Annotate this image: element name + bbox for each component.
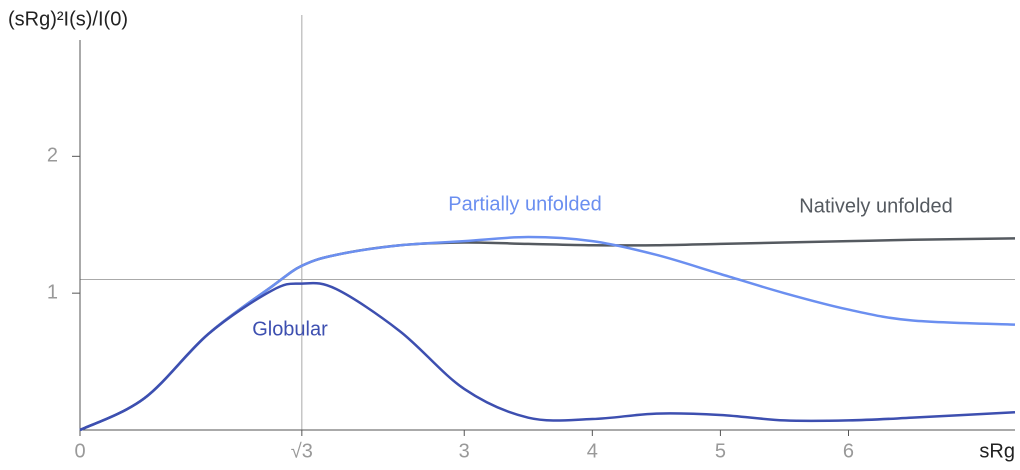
series-line <box>79 235 1016 432</box>
series-label: Partially unfolded <box>448 193 601 215</box>
y-tick-label: 2 <box>47 145 58 167</box>
series-line <box>79 237 1016 432</box>
y-tick-label: 1 <box>47 281 58 303</box>
y-axis-label: (sRg)²I(s)/I(0) <box>8 8 128 30</box>
x-tick-label: √3 <box>291 440 313 462</box>
x-tick-label: 4 <box>587 440 598 462</box>
x-tick-label: 5 <box>715 440 726 462</box>
x-tick-label: 0 <box>74 440 85 462</box>
series-label: Natively unfolded <box>799 195 952 217</box>
series-label: Globular <box>252 318 328 340</box>
x-tick-label: 3 <box>459 440 470 462</box>
series-line <box>79 281 1016 432</box>
x-tick-label: 6 <box>843 440 854 462</box>
x-axis-label: sRg <box>979 440 1015 462</box>
